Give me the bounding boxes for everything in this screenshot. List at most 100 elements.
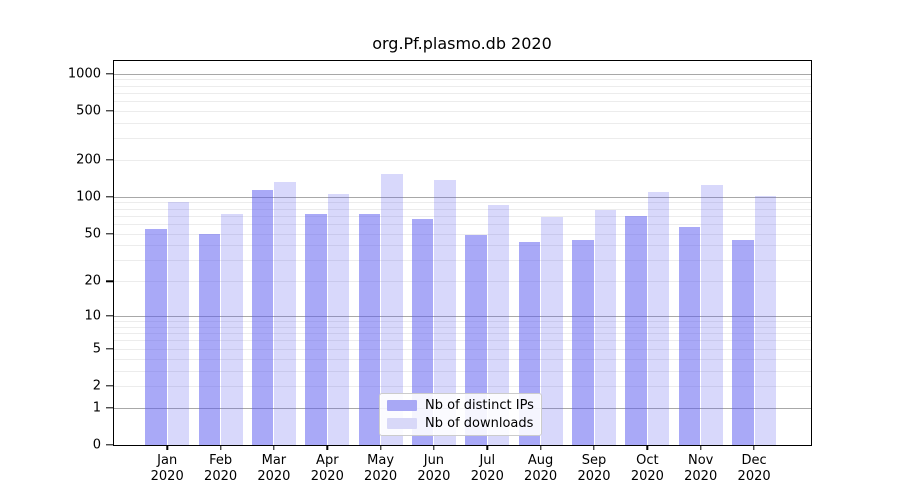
legend-swatch [387,400,417,411]
bar-ips-dec [732,240,754,445]
gridline-minor [114,122,811,124]
bar-ips-may [358,213,381,445]
year-label: 2020 [310,469,344,484]
x-tick-label-jul: Jul 2020 [455,453,519,485]
bar-downloads-nov [701,185,723,445]
y-tick-label: 200 [76,152,101,168]
x-tick-label-may: May 2020 [349,453,413,485]
bar-downloads-aug [541,217,563,445]
y-tick-mark [106,315,113,317]
gridline-major [114,73,811,75]
gridline-minor [114,260,811,262]
y-tick-label: 10 [84,308,101,324]
year-label: 2020 [470,469,504,484]
y-tick-mark [106,406,113,409]
bar-ips-mar [251,190,274,445]
y-tick-mark [106,444,113,446]
x-tick-label-mar: Mar 2020 [242,453,306,485]
bar-ips-jul [465,234,487,445]
gridline-minor [114,321,811,323]
month-label: Aug [527,453,554,468]
month-label: May [367,453,395,468]
gridline-minor [114,138,811,140]
month-label: Feb [209,453,233,468]
y-tick-label: 100 [76,189,101,205]
x-tick-mark [326,445,328,450]
bar-ips-oct [625,215,647,445]
bar-downloads-feb [221,214,243,445]
x-tick-label-aug: Aug 2020 [509,453,573,485]
y-tick-mark [106,347,113,350]
gridline-minor [114,159,811,161]
x-tick-mark [486,445,488,450]
year-label: 2020 [524,469,558,484]
plot-area: Nb of distinct IPs Nb of downloads 0 1 2 5 10… [68,60,812,484]
y-tick-mark [106,385,113,387]
x-tick-label-nov: Nov 2020 [669,453,733,485]
year-label: 2020 [150,469,184,484]
x-tick-mark [166,445,168,450]
gridline-minor [114,233,811,235]
month-label: Dec [741,453,767,468]
gridline-minor [114,223,811,225]
month-label: Apr [316,453,339,468]
year-label: 2020 [204,469,238,484]
y-tick-mark [106,72,113,75]
bar-downloads-may [381,173,403,445]
gridline-minor [114,333,811,335]
x-tick-label-jun: Jun 2020 [402,453,466,485]
y-tick-label: 1000 [67,66,101,81]
bar-ips-nov [678,226,701,445]
gridline-minor [114,100,811,102]
gridline-minor [114,370,811,372]
gridline-major [114,196,811,198]
y-tick-mark [106,109,113,112]
x-tick-mark [433,445,435,450]
x-tick-label-apr: Apr 2020 [295,453,359,485]
gridline-minor [114,385,811,387]
month-label: Jan [157,453,178,468]
year-label: 2020 [737,469,771,484]
month-label: Mar [261,453,287,468]
month-label: Jul [479,453,496,468]
gridline-minor [114,281,811,283]
y-tick-mark [106,196,113,198]
x-tick-label-jan: Jan 2020 [135,453,199,485]
bar-downloads-mar [274,182,296,445]
bar-ips-jun [411,218,434,445]
gridline-minor [114,340,811,342]
bar-downloads-apr [327,193,350,445]
gridline-minor [114,348,811,350]
bar-downloads-jan [167,201,190,445]
bar-downloads-oct [647,191,670,445]
y-tick-mark [106,159,113,161]
month-label: Nov [688,453,714,468]
gridline-minor [114,202,811,204]
x-tick-mark [646,445,649,450]
year-label: 2020 [417,469,451,484]
y-tick-label: 500 [76,103,101,119]
gridline-minor [114,85,811,87]
y-tick-mark [106,232,113,235]
y-tick-label: 1 [92,400,101,416]
gridline-minor [114,326,811,328]
bar-downloads-jun [434,180,456,445]
bar-downloads-sep [594,210,616,445]
legend-item-distinct-ips: Nb of distinct IPs [380,397,541,414]
y-tick-label: 5 [92,341,101,357]
x-tick-label-dec: Dec 2020 [722,453,786,485]
bar-ips-jan [145,228,167,445]
legend-label: Nb of distinct IPs [425,398,534,413]
month-label: Oct [636,453,659,468]
bar-ips-sep [572,240,594,445]
gridline-minor [114,208,811,210]
x-tick-mark [753,445,755,450]
x-tick-label-sep: Sep 2020 [562,453,626,485]
x-tick-mark [219,445,222,450]
chart-title: org.Pf.plasmo.db 2020 [372,34,552,53]
x-tick-mark [699,445,702,450]
x-tick-mark [593,445,595,450]
year-label: 2020 [577,469,611,484]
year-label: 2020 [257,469,291,484]
bar-ips-apr [305,214,327,445]
